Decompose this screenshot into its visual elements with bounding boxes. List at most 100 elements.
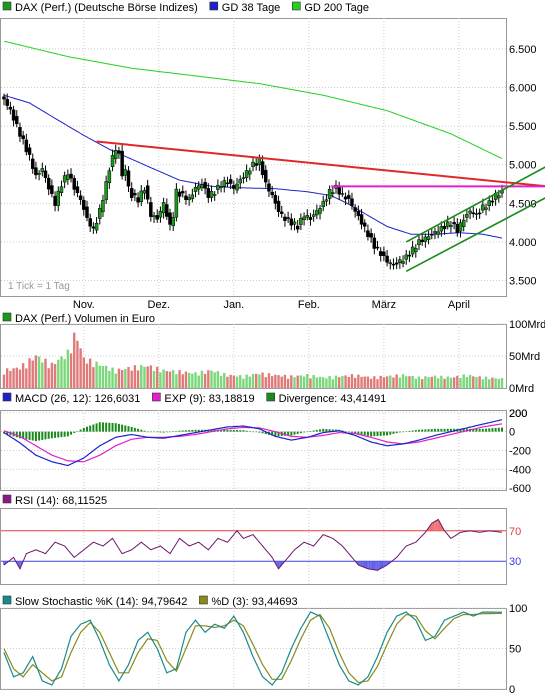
- candle-body: [305, 215, 310, 218]
- volume-bar: [130, 370, 133, 388]
- candle-body: [484, 207, 488, 210]
- divergence-bar: [229, 429, 232, 432]
- candle-body: [260, 161, 265, 176]
- volume-bar: [433, 375, 437, 388]
- rsi-frame: [0, 508, 507, 585]
- rsi-line: [3, 518, 503, 571]
- candle-body: [59, 186, 64, 193]
- divergence-bar: [411, 430, 414, 432]
- candle-body: [321, 201, 325, 207]
- volume-bar: [373, 376, 376, 388]
- price-legend-swatch: [2, 1, 12, 11]
- volume-bar: [353, 377, 357, 388]
- volume-bar: [60, 356, 63, 388]
- divergence-bar: [389, 431, 392, 435]
- macd-line: [3, 419, 503, 467]
- divergence-bar: [105, 422, 108, 432]
- divergence-bar: [328, 429, 331, 432]
- divergence-bar: [421, 429, 424, 432]
- divergence-bar: [315, 429, 318, 432]
- candle-body: [50, 185, 54, 195]
- divergence-bar: [60, 431, 63, 438]
- candle-body: [248, 170, 252, 175]
- rsi-legend-swatch: [2, 494, 12, 504]
- candle-body: [136, 197, 140, 203]
- volume-bar: [449, 377, 453, 388]
- divergence-bar: [481, 428, 484, 432]
- divergence-bar: [57, 431, 60, 438]
- volume-bar: [395, 374, 398, 388]
- candle-body: [273, 195, 278, 204]
- candle-body: [458, 222, 463, 232]
- candle-body: [369, 233, 373, 238]
- candle-body: [126, 170, 131, 187]
- candle-body: [117, 150, 121, 154]
- macd-legend-swatch: [266, 392, 275, 402]
- volume-bar: [101, 366, 105, 388]
- divergence-bar: [488, 428, 491, 432]
- volume-bar: [280, 376, 283, 388]
- candle-body: [5, 99, 9, 106]
- divergence-bar: [325, 429, 328, 432]
- volume-bar: [140, 365, 143, 388]
- candle-body: [222, 180, 227, 187]
- macd-legend-label: EXP (9): 83,18819: [164, 393, 254, 405]
- candle-body: [158, 211, 163, 218]
- candle-body: [177, 191, 182, 197]
- volume-bar: [216, 371, 220, 388]
- candle-body: [401, 261, 405, 264]
- divergence-bar: [242, 430, 245, 432]
- candle-body: [311, 214, 316, 217]
- candle-body: [398, 259, 402, 263]
- volume-bar: [398, 377, 402, 388]
- rsi-y-tick-label: 70: [509, 526, 521, 538]
- candle-body: [292, 221, 297, 225]
- divergence-bar: [245, 430, 248, 432]
- volume-bar: [98, 365, 101, 388]
- candle-body: [481, 204, 485, 211]
- candle-body: [2, 96, 6, 100]
- rsi-y-tick-label: 30: [509, 556, 521, 568]
- candle-body: [187, 197, 191, 201]
- divergence-bar: [188, 430, 191, 432]
- volume-bar: [264, 377, 267, 388]
- candle-body: [129, 188, 134, 198]
- price-legend-label: GD 200 Tage: [304, 2, 369, 14]
- candle-body: [56, 190, 61, 206]
- stochastic-y-tick-label: 0: [509, 684, 515, 696]
- divergence-bar: [181, 430, 184, 432]
- volume-bar: [293, 377, 296, 388]
- candle-body: [299, 218, 303, 225]
- candle-body: [449, 225, 453, 228]
- volume-bar: [25, 368, 28, 388]
- volume-bar: [484, 376, 488, 388]
- divergence-bar: [41, 431, 44, 440]
- volume-bar: [286, 378, 290, 388]
- volume-bar: [376, 379, 379, 388]
- candle-body: [302, 216, 306, 220]
- candle-body: [168, 212, 172, 225]
- candle-body: [477, 212, 482, 215]
- candle-body: [359, 214, 364, 225]
- candle-body: [394, 262, 399, 265]
- candle-body: [225, 182, 230, 185]
- divergence-bar: [430, 429, 433, 432]
- candle-body: [235, 183, 239, 191]
- volume-bar: [143, 366, 146, 388]
- volume-bar: [12, 368, 15, 388]
- divergence-bar: [178, 430, 181, 432]
- candle-body: [78, 195, 83, 200]
- volume-bar: [15, 367, 18, 388]
- volume-bar: [328, 376, 331, 388]
- stochastic-k-line: [3, 611, 502, 686]
- divergence-bar: [63, 431, 66, 437]
- candle-body: [468, 210, 472, 214]
- volume-bar: [50, 362, 54, 388]
- divergence-bar: [443, 428, 446, 432]
- divergence-bar: [344, 431, 347, 432]
- divergence-bar: [117, 423, 120, 432]
- divergence-bar: [108, 422, 111, 432]
- divergence-bar: [18, 431, 21, 439]
- candle-body: [123, 169, 128, 176]
- divergence-bar: [86, 426, 88, 432]
